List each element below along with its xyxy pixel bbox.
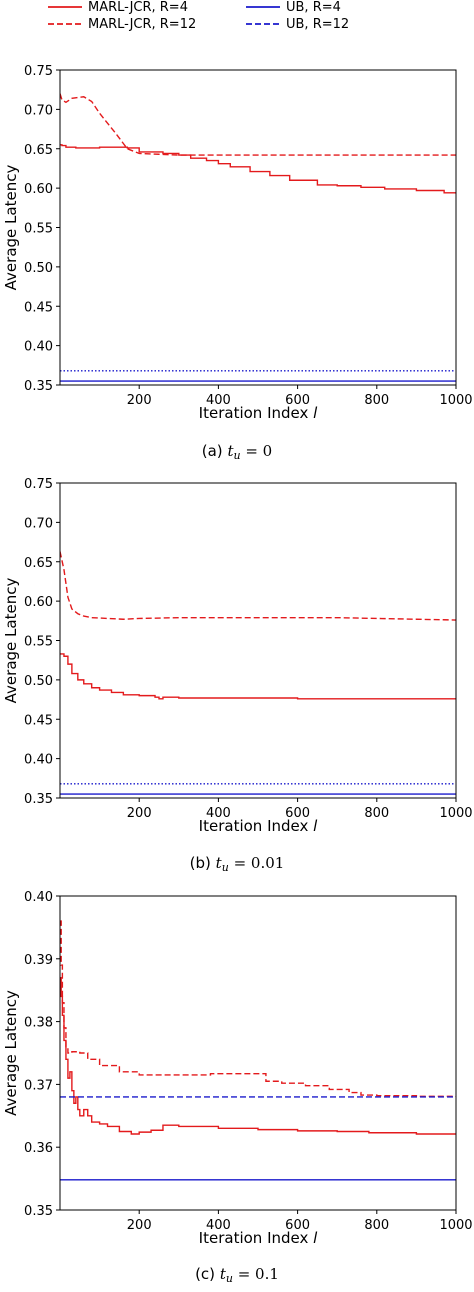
series-group <box>60 93 456 382</box>
legend-label-1: MARL-JCR, R=4 <box>88 0 188 15</box>
y-axis-label: Average Latency <box>2 990 20 1116</box>
series-line-marl-jcr-r-12 <box>60 920 456 1098</box>
x-tick-label: 400 <box>206 1218 231 1233</box>
plot-frame <box>59 482 457 799</box>
y-tick-label: 0.37 <box>24 1078 53 1093</box>
legend: MARL-JCR, R=4 MARL-JCR, R=12 UB, R=4 UB, R=… <box>48 0 349 32</box>
y-tick-label: 0.70 <box>24 103 53 118</box>
plot-frame <box>59 895 457 1211</box>
x-tick-label: 800 <box>364 806 389 821</box>
y-tick-label: 0.45 <box>24 713 53 728</box>
panel-caption: (b) tu = 0.01 <box>190 854 285 874</box>
panel-caption: (c) tu = 0.1 <box>195 1265 279 1285</box>
legend-label-3: UB, R=4 <box>286 0 341 15</box>
legend-label-4: UB, R=12 <box>286 17 349 32</box>
x-tick-label: 400 <box>206 806 231 821</box>
chart-panel-1: 0.35 0.40 0.45 0.50 0.55 0.60 0.65 0.70 0.75 200 4… <box>2 64 473 462</box>
y-tick-label: 0.55 <box>24 222 53 237</box>
y-tick-label: 0.38 <box>24 1016 53 1031</box>
chart-panel-2: 0.35 0.40 0.45 0.50 0.55 0.60 0.65 0.70 0.75 200 4… <box>2 477 473 874</box>
x-tick-label: 800 <box>364 393 389 408</box>
y-tick-label: 0.39 <box>24 953 53 968</box>
x-tick-label: 1000 <box>439 806 472 821</box>
x-tick-label: 600 <box>285 806 310 821</box>
x-tick-label: 400 <box>206 393 231 408</box>
y-tick-label: 0.50 <box>24 674 53 689</box>
y-tick-label: 0.60 <box>24 182 53 197</box>
series-line-marl-jcr-r-12 <box>60 551 456 621</box>
y-tick-label: 0.45 <box>24 300 53 315</box>
plot-frame <box>59 69 457 386</box>
y-tick-label: 0.35 <box>24 379 53 394</box>
x-tick-label: 200 <box>127 393 152 408</box>
y-tick-label: 0.65 <box>24 556 53 571</box>
y-tick-label: 0.35 <box>24 1204 53 1219</box>
legend-label-2: MARL-JCR, R=12 <box>88 17 196 32</box>
y-tick-label: 0.70 <box>24 516 53 531</box>
y-tick-label: 0.75 <box>24 64 53 79</box>
x-tick-label: 200 <box>127 1218 152 1233</box>
y-tick-label: 0.40 <box>24 890 53 905</box>
x-tick-label: 800 <box>364 1218 389 1233</box>
y-tick-label: 0.36 <box>24 1141 53 1156</box>
y-tick-label: 0.75 <box>24 477 53 492</box>
series-line-marl-jcr-r-4 <box>60 653 456 700</box>
x-axis-label: Iteration Index l <box>199 404 318 422</box>
chart-panel-3: 0.35 0.36 0.37 0.38 0.39 0.40 200 400 600 800 1000… <box>2 890 473 1285</box>
y-tick-label: 0.55 <box>24 635 53 650</box>
x-tick-label: 1000 <box>439 393 472 408</box>
y-tick-label: 0.50 <box>24 261 53 276</box>
y-tick-label: 0.60 <box>24 595 53 610</box>
x-axis-label: Iteration Index l <box>199 817 318 835</box>
y-tick-label: 0.65 <box>24 143 53 158</box>
x-axis-label: Iteration Index l <box>199 1229 318 1247</box>
series-line-marl-jcr-r-4 <box>60 144 456 194</box>
y-axis-label: Average Latency <box>2 578 20 704</box>
x-tick-label: 600 <box>285 393 310 408</box>
y-tick-label: 0.35 <box>24 792 53 807</box>
x-tick-label: 600 <box>285 1218 310 1233</box>
series-group <box>60 920 456 1181</box>
series-line-marl-jcr-r-4 <box>60 976 456 1135</box>
y-tick-label: 0.40 <box>24 340 53 355</box>
x-tick-label: 200 <box>127 806 152 821</box>
panel-caption: (a) tu = 0 <box>202 442 272 462</box>
series-line-marl-jcr-r-12 <box>60 93 456 156</box>
x-tick-label: 1000 <box>439 1218 472 1233</box>
y-axis-label: Average Latency <box>2 165 20 291</box>
series-group <box>60 551 456 795</box>
y-tick-label: 0.40 <box>24 753 53 768</box>
